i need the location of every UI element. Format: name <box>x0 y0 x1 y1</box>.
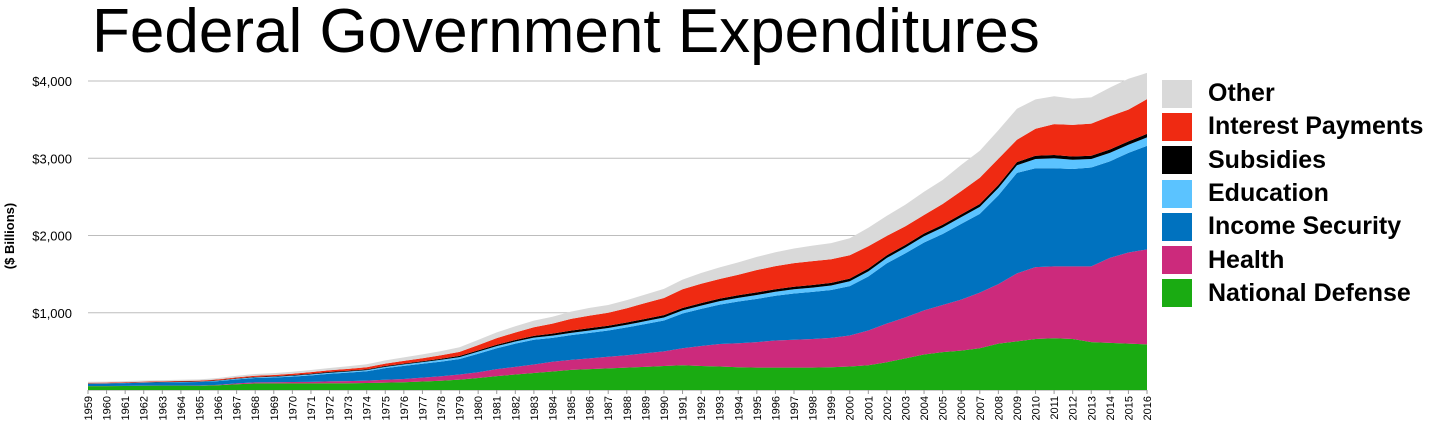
area-interest-payments <box>88 99 1147 384</box>
x-tick-label: 2012 <box>1068 396 1080 420</box>
legend-item-interest-payments: Interest Payments <box>1162 110 1423 143</box>
y-tick-label: $4,000 <box>32 74 72 89</box>
x-tick-label: 2001 <box>863 396 875 420</box>
x-tick-label: 1978 <box>436 396 448 420</box>
x-tick-label: 2008 <box>993 396 1005 420</box>
x-tick-label: 1980 <box>473 396 485 420</box>
x-tick-label: 1967 <box>232 396 244 420</box>
y-tick-label: $3,000 <box>32 151 72 166</box>
chart-title: Federal Government Expenditures <box>92 0 1040 66</box>
legend-item-other: Other <box>1162 77 1423 110</box>
legend-item-health: Health <box>1162 243 1423 276</box>
y-axis-label: ($ Billions) <box>2 203 17 269</box>
x-tick-label: 2010 <box>1031 396 1043 420</box>
legend-swatch <box>1162 179 1192 208</box>
legend-swatch <box>1162 112 1192 141</box>
legend-swatch <box>1162 279 1192 308</box>
x-tick-label: 2016 <box>1142 396 1154 420</box>
legend-swatch <box>1162 146 1192 175</box>
area-national-defense <box>88 338 1147 390</box>
x-tick-label: 2004 <box>919 396 931 420</box>
legend-item-income-security: Income Security <box>1162 210 1423 243</box>
area-other <box>88 72 1147 383</box>
x-tick-label: 2009 <box>1012 396 1024 420</box>
x-tick-label: 1970 <box>287 396 299 420</box>
area-education <box>88 137 1147 384</box>
x-tick-label: 1989 <box>640 396 652 420</box>
x-tick-label: 1983 <box>529 396 541 420</box>
legend: Other Interest Payments Subsidies Education… <box>1162 77 1423 310</box>
x-tick-label: 2007 <box>975 396 987 420</box>
x-tick-label: 2005 <box>938 396 950 420</box>
x-tick-label: 1990 <box>659 396 671 420</box>
x-tick-label: 1992 <box>696 396 708 420</box>
x-tick-label: 1979 <box>455 396 467 420</box>
x-tick-label: 2015 <box>1123 396 1135 420</box>
legend-item-subsidies: Subsidies <box>1162 144 1423 177</box>
area-income-security <box>88 145 1147 387</box>
x-tick-label: 1998 <box>808 396 820 420</box>
x-tick-label: 2000 <box>845 396 857 420</box>
legend-label: Education <box>1208 179 1329 208</box>
x-tick-label: 2011 <box>1049 396 1061 420</box>
x-tick-label: 1999 <box>826 396 838 420</box>
x-tick-label: 1968 <box>250 396 262 420</box>
x-tick-label: 1962 <box>139 396 151 420</box>
y-tick-label: $1,000 <box>32 306 72 321</box>
x-tick-label: 1959 <box>83 396 95 420</box>
x-tick-label: 1966 <box>213 396 225 420</box>
x-tick-label: 1996 <box>770 396 782 420</box>
x-tick-label: 1987 <box>603 396 615 420</box>
legend-label: Income Security <box>1208 212 1402 241</box>
legend-item-education: Education <box>1162 177 1423 210</box>
legend-swatch <box>1162 246 1192 275</box>
x-tick-label: 1961 <box>120 396 132 420</box>
area-health <box>88 249 1147 387</box>
legend-label: Interest Payments <box>1208 112 1424 141</box>
x-tick-label: 1964 <box>176 396 188 420</box>
legend-swatch <box>1162 79 1192 108</box>
x-tick-label: 1997 <box>789 396 801 420</box>
x-tick-label: 1969 <box>269 396 281 420</box>
x-tick-label: 1988 <box>622 396 634 420</box>
x-tick-label: 1973 <box>343 396 355 420</box>
x-tick-label: 2013 <box>1086 396 1098 420</box>
x-tick-label: 1984 <box>547 396 559 420</box>
x-tick-label: 1977 <box>417 396 429 420</box>
x-tick-label: 1995 <box>752 396 764 420</box>
x-tick-label: 1960 <box>102 396 114 420</box>
x-tick-label: 2014 <box>1105 396 1117 420</box>
legend-label: National Defense <box>1208 278 1411 307</box>
x-tick-label: 1981 <box>492 396 504 420</box>
x-tick-label: 1971 <box>306 396 318 420</box>
y-tick-label: $2,000 <box>32 229 72 244</box>
x-tick-label: 1974 <box>362 396 374 420</box>
x-tick-label: 1965 <box>194 396 206 420</box>
x-tick-label: 1986 <box>585 396 597 420</box>
x-tick-label: 1972 <box>325 396 337 420</box>
x-tick-label: 1985 <box>566 396 578 420</box>
legend-label: Health <box>1208 245 1285 274</box>
legend-label: Subsidies <box>1208 145 1327 174</box>
x-tick-label: 1975 <box>380 396 392 420</box>
x-tick-label: 2006 <box>956 396 968 420</box>
legend-swatch <box>1162 212 1192 241</box>
x-tick-label: 1991 <box>678 396 690 420</box>
legend-label: Other <box>1208 79 1275 108</box>
x-tick-label: 1993 <box>715 396 727 420</box>
x-tick-label: 1982 <box>510 396 522 420</box>
x-tick-label: 1976 <box>399 396 411 420</box>
x-tick-label: 1994 <box>733 396 745 420</box>
x-tick-label: 2003 <box>900 396 912 420</box>
x-tick-label: 1963 <box>157 396 169 420</box>
x-tick-label: 2002 <box>882 396 894 420</box>
legend-item-national-defense: National Defense <box>1162 277 1423 310</box>
